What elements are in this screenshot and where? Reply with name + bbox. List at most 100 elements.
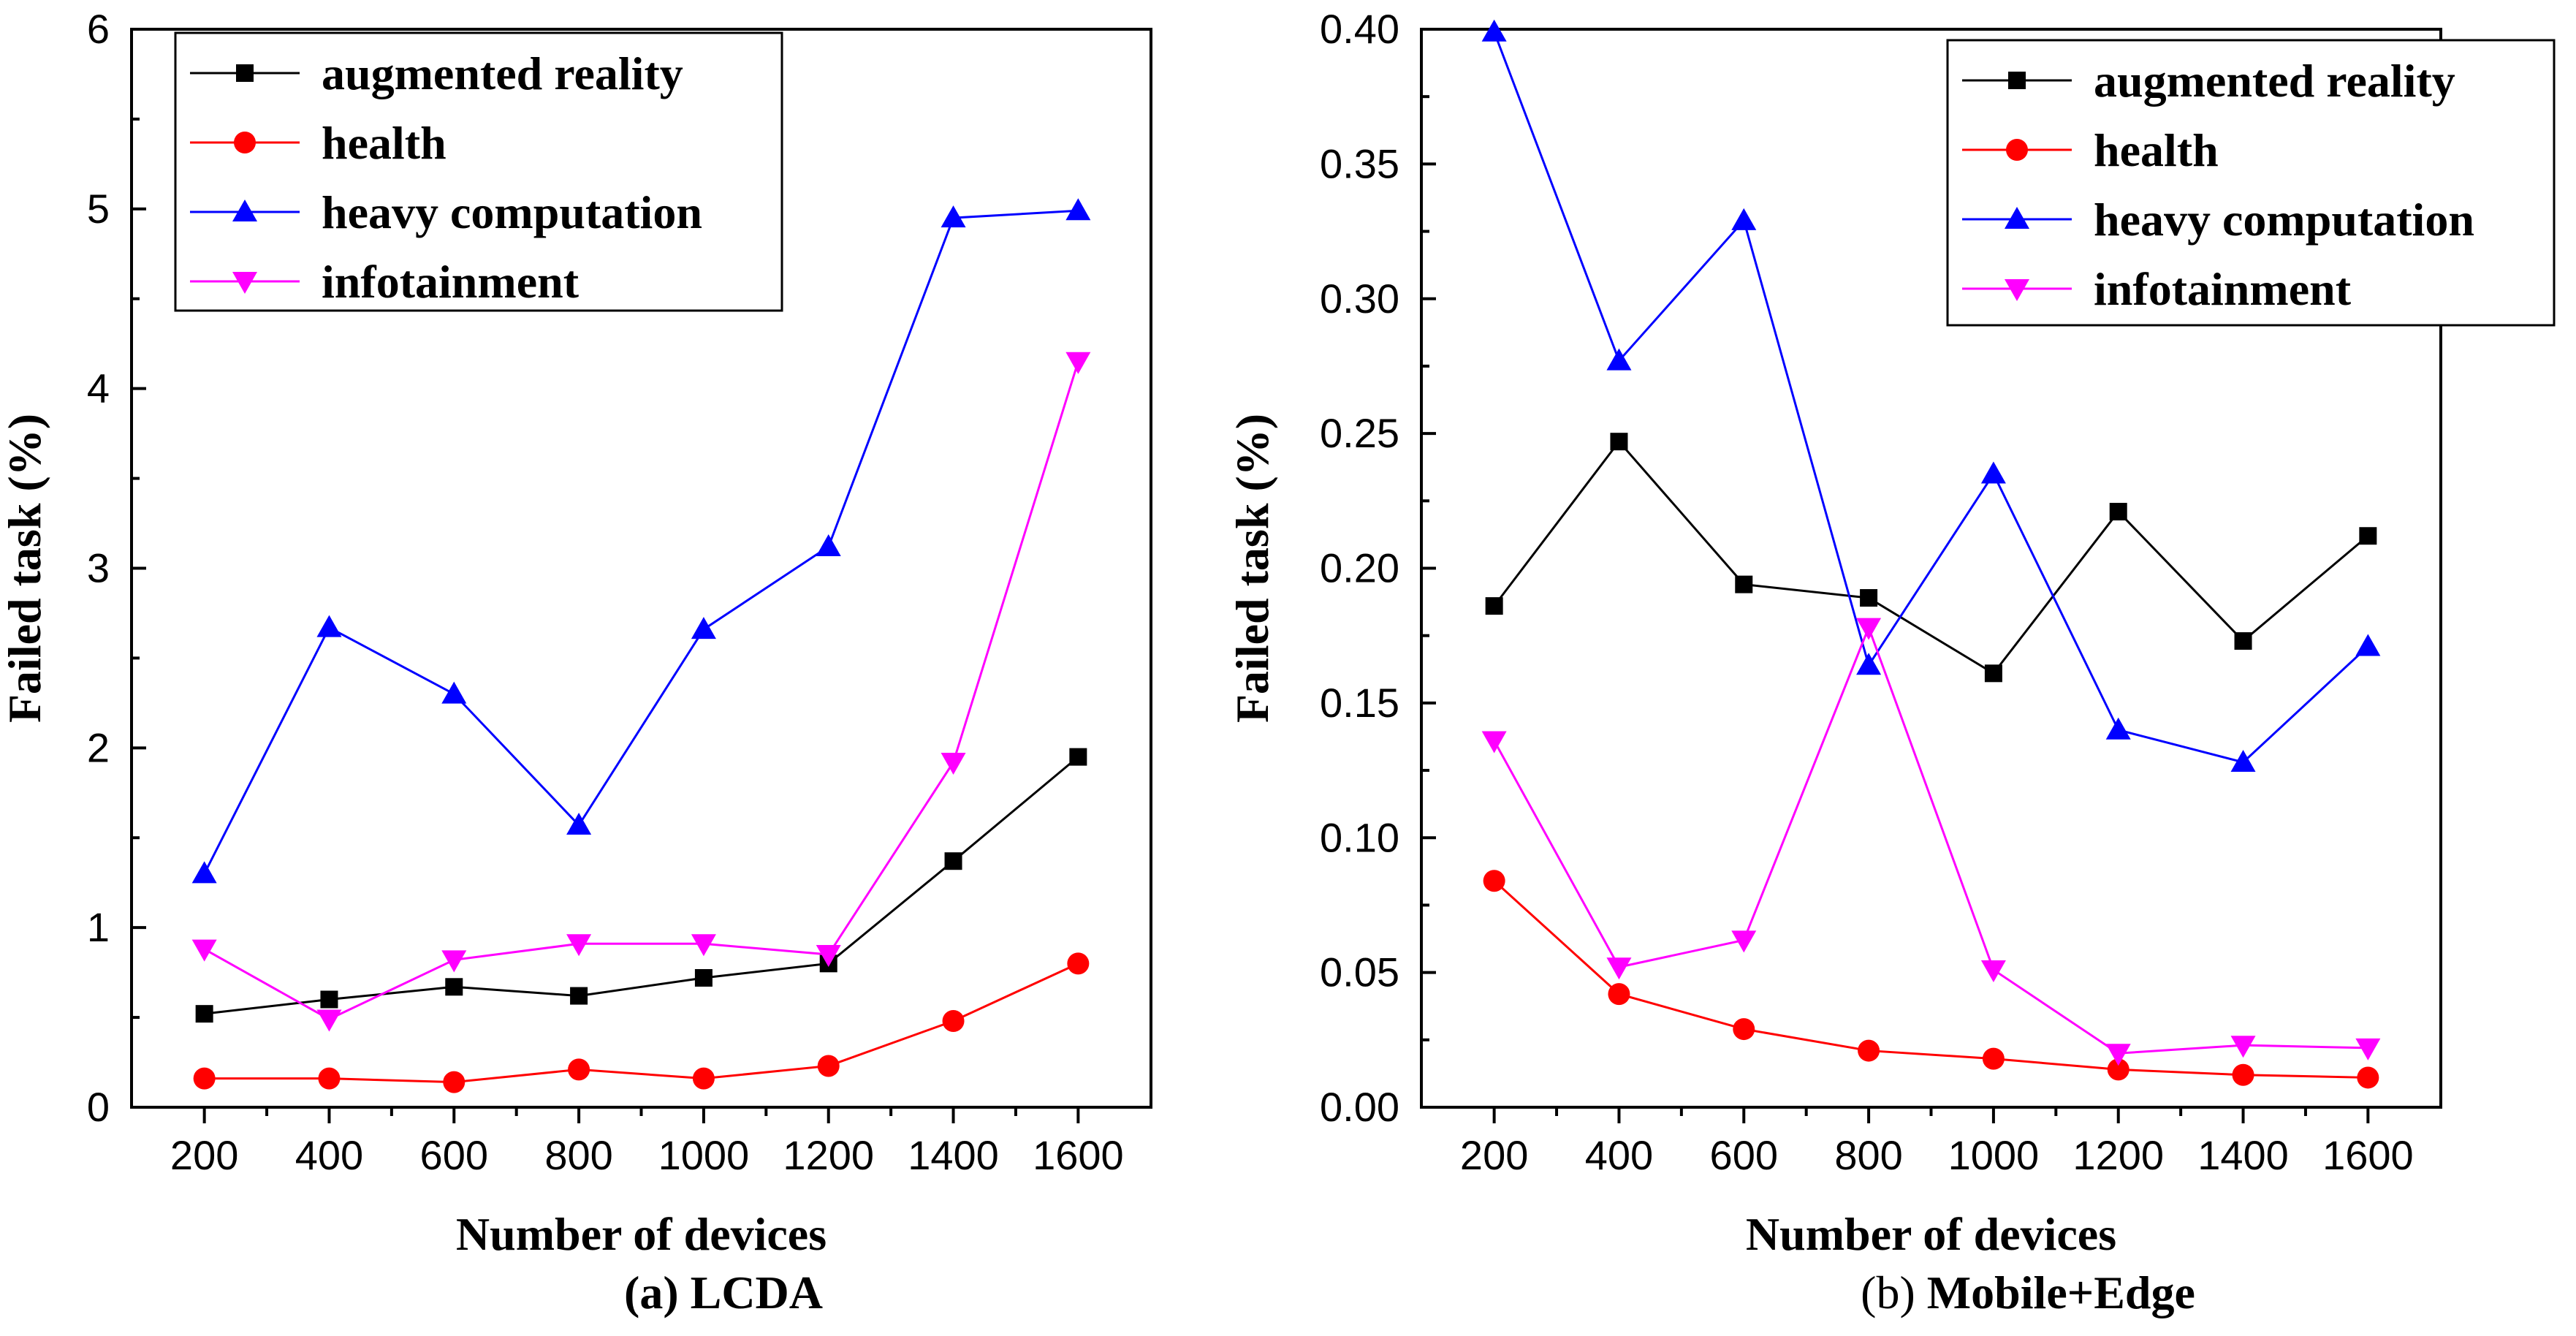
caption-name: Mobile+Edge bbox=[1927, 1267, 2195, 1318]
data-point bbox=[1731, 930, 1757, 953]
y-tick-label: 0.25 bbox=[1320, 410, 1399, 456]
y-tick-label: 0.10 bbox=[1320, 814, 1399, 860]
data-point bbox=[942, 1010, 965, 1032]
legend: augmented reality health heavy computation… bbox=[174, 31, 783, 312]
series-line bbox=[203, 361, 1079, 1021]
data-point bbox=[1481, 731, 1507, 754]
legend-label: heavy computation bbox=[2094, 194, 2474, 246]
data-point bbox=[1980, 960, 2006, 982]
data-point bbox=[191, 939, 217, 962]
y-axis-title: Failed task (%) bbox=[0, 414, 50, 723]
data-point bbox=[2230, 1036, 2256, 1058]
y-tick-label: 6 bbox=[87, 6, 110, 52]
data-point bbox=[692, 1067, 715, 1090]
x-tick-label: 1000 bbox=[658, 1132, 750, 1178]
y-tick-label: 0.30 bbox=[1320, 276, 1399, 322]
legend-marker bbox=[236, 64, 254, 82]
series-augmented-reality bbox=[195, 748, 1087, 1023]
x-tick-label: 1600 bbox=[1033, 1132, 1124, 1178]
legend-label: infotainment bbox=[322, 256, 580, 308]
y-tick-label: 1 bbox=[87, 904, 110, 950]
legend-marker bbox=[2005, 207, 2029, 229]
series-line bbox=[1493, 439, 2369, 675]
data-point bbox=[1980, 461, 2006, 484]
data-point bbox=[2107, 1058, 2129, 1081]
legend-label: augmented reality bbox=[322, 48, 683, 99]
data-point bbox=[1065, 198, 1091, 221]
caption-name: LCDA bbox=[691, 1267, 823, 1318]
x-tick-label: 600 bbox=[420, 1132, 488, 1178]
series-line bbox=[204, 756, 1079, 1015]
x-tick-label: 200 bbox=[170, 1132, 238, 1178]
data-point bbox=[2230, 750, 2256, 772]
legend-label: infotainment bbox=[2094, 263, 2352, 315]
x-axis-title: Number of devices bbox=[456, 1208, 827, 1260]
x-tick-label: 1200 bbox=[2072, 1132, 2164, 1178]
data-point bbox=[2234, 632, 2252, 650]
legend-item: health bbox=[190, 117, 447, 169]
data-point bbox=[1065, 352, 1091, 374]
legend-box bbox=[174, 31, 783, 312]
legend-marker bbox=[234, 132, 256, 153]
data-point bbox=[944, 852, 962, 870]
data-point bbox=[816, 945, 841, 968]
data-point bbox=[568, 1058, 590, 1081]
chart-panel-b: 0.00 0.05 0.10 0.15 0.20 0.25 0.30 0.35 0.40 200 4… bbox=[1226, 6, 2556, 1318]
legend-item: augmented reality bbox=[190, 48, 683, 99]
x-tick-label: 800 bbox=[544, 1132, 612, 1178]
data-point bbox=[1067, 952, 1090, 975]
series-health bbox=[193, 952, 1090, 1093]
legend-item: infotainment bbox=[1962, 263, 2352, 315]
x-axis-title: Number of devices bbox=[1746, 1208, 2116, 1260]
data-point bbox=[570, 987, 588, 1005]
y-tick-label: 0.05 bbox=[1320, 949, 1399, 995]
data-point bbox=[1610, 433, 1628, 451]
y-tick-label: 0.15 bbox=[1320, 680, 1399, 726]
data-point bbox=[441, 950, 467, 973]
legend-marker bbox=[2006, 139, 2028, 161]
data-point bbox=[1069, 748, 1087, 766]
legend-item: health bbox=[1962, 124, 2219, 176]
x-tick-label: 1200 bbox=[783, 1132, 874, 1178]
series-line bbox=[204, 962, 1079, 1084]
legend-marker bbox=[2005, 279, 2029, 301]
y-tick-label: 0.35 bbox=[1320, 140, 1399, 186]
legend-marker bbox=[232, 200, 257, 221]
data-point bbox=[1485, 597, 1503, 615]
data-point bbox=[566, 934, 592, 957]
data-point bbox=[2105, 717, 2131, 740]
data-point bbox=[2105, 1044, 2131, 1066]
legend-label: health bbox=[322, 117, 447, 169]
legend-box bbox=[1946, 39, 2556, 327]
series-line bbox=[1493, 31, 2369, 764]
series-line bbox=[1493, 624, 2368, 1055]
y-axis-title: Failed task (%) bbox=[1226, 414, 1278, 723]
data-point bbox=[1735, 575, 1753, 593]
data-point bbox=[1733, 1018, 1755, 1041]
data-point bbox=[566, 813, 592, 835]
legend-label: heavy computation bbox=[322, 186, 702, 238]
data-point bbox=[691, 934, 716, 957]
x-tick-label: 200 bbox=[1460, 1132, 1528, 1178]
chart-caption: (a) LCDA bbox=[624, 1267, 823, 1318]
series-infotainment bbox=[1481, 618, 2381, 1066]
series-line bbox=[1493, 880, 2368, 1079]
series-augmented-reality bbox=[1485, 433, 2377, 683]
y-tick-label: 3 bbox=[87, 545, 110, 591]
data-point bbox=[2355, 634, 2381, 656]
x-tick-label: 800 bbox=[1834, 1132, 1902, 1178]
series-heavy-computation bbox=[1481, 19, 2381, 772]
data-point bbox=[816, 534, 841, 556]
series-heavy-computation bbox=[191, 198, 1091, 884]
data-point bbox=[1606, 957, 1632, 980]
legend-item: heavy computation bbox=[190, 186, 702, 238]
y-tick-label: 2 bbox=[87, 724, 110, 770]
data-point bbox=[2359, 527, 2377, 545]
data-point bbox=[320, 990, 338, 1009]
y-tick-label: 4 bbox=[87, 365, 110, 411]
x-tick-label: 600 bbox=[1710, 1132, 1778, 1178]
legend-item: heavy computation bbox=[1962, 194, 2474, 246]
data-point bbox=[441, 681, 467, 704]
data-point bbox=[445, 978, 463, 996]
